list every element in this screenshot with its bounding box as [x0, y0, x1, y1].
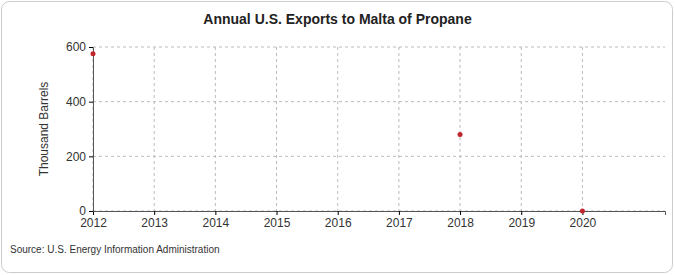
x-tick: 2015: [264, 211, 291, 230]
grid-line: [521, 47, 522, 211]
tick-label: 2015: [264, 216, 291, 230]
title: Annual U.S. Exports to Malta of Propane: [203, 11, 472, 27]
tick-label: 2018: [447, 216, 474, 230]
x-tick: 2013: [141, 211, 168, 230]
x-tick: 2014: [203, 211, 230, 230]
chart: 2012201320142015201620172018201920200200…: [0, 0, 675, 275]
tick-mark: [338, 211, 339, 215]
tick-label: 400: [66, 95, 86, 109]
tick-label: 600: [66, 40, 86, 54]
tick-label: 2016: [325, 216, 352, 230]
y-tick: 200: [66, 150, 93, 164]
grid-line: [398, 47, 399, 211]
tick-mark: [154, 211, 155, 215]
grid-line: [460, 47, 461, 211]
tick-mark: [460, 211, 461, 215]
axis-line: [94, 212, 666, 216]
y-axis-title: Thousand Barrels: [37, 82, 51, 177]
y-tick: 0: [79, 204, 93, 218]
tick-label: 200: [66, 150, 86, 164]
marker: [580, 209, 585, 214]
x-tick: 2018: [447, 211, 474, 230]
axis-line: [89, 48, 94, 212]
tick-mark: [89, 102, 93, 103]
tick-mark: [89, 156, 93, 157]
grid-line: [154, 47, 155, 211]
x-tick: 2019: [508, 211, 535, 230]
tick-label: 2014: [203, 216, 230, 230]
y-axis: 0 200 400 600: [66, 40, 94, 218]
tick-mark: [399, 211, 400, 215]
grid-line: [93, 101, 665, 102]
x-tick: 2016: [325, 211, 352, 230]
plot: 2012201320142015201620172018201920200200…: [66, 40, 666, 229]
grid-line: [276, 47, 277, 211]
y-tick: 600: [66, 40, 93, 54]
grid-line: [93, 156, 665, 157]
tick-label: 2019: [508, 216, 535, 230]
grid-line: [582, 47, 583, 211]
grid: [93, 47, 665, 211]
tick-label: 0: [79, 204, 86, 218]
x-tick: 2020: [570, 211, 597, 230]
x-tick: 2017: [386, 211, 413, 230]
tick-label: 2017: [386, 216, 413, 230]
tick-label: 2013: [141, 216, 168, 230]
line: [93, 54, 582, 211]
frame: [2, 2, 673, 273]
marker: [458, 132, 463, 137]
tick-mark: [277, 211, 278, 215]
tick-mark: [89, 211, 93, 212]
x-axis: 201220132014201520162017201820192020: [80, 211, 665, 230]
grid-line: [337, 47, 338, 211]
grid-line: [93, 47, 665, 48]
source: Source: U.S. Energy Information Administ…: [10, 244, 220, 255]
tick-mark: [215, 211, 216, 215]
series: [91, 51, 585, 213]
grid-line: [215, 47, 216, 211]
tick-label: 2020: [570, 216, 597, 230]
tick-mark: [89, 47, 93, 48]
marker: [91, 51, 96, 56]
y-tick: 400: [66, 95, 93, 109]
tick-mark: [521, 211, 522, 215]
